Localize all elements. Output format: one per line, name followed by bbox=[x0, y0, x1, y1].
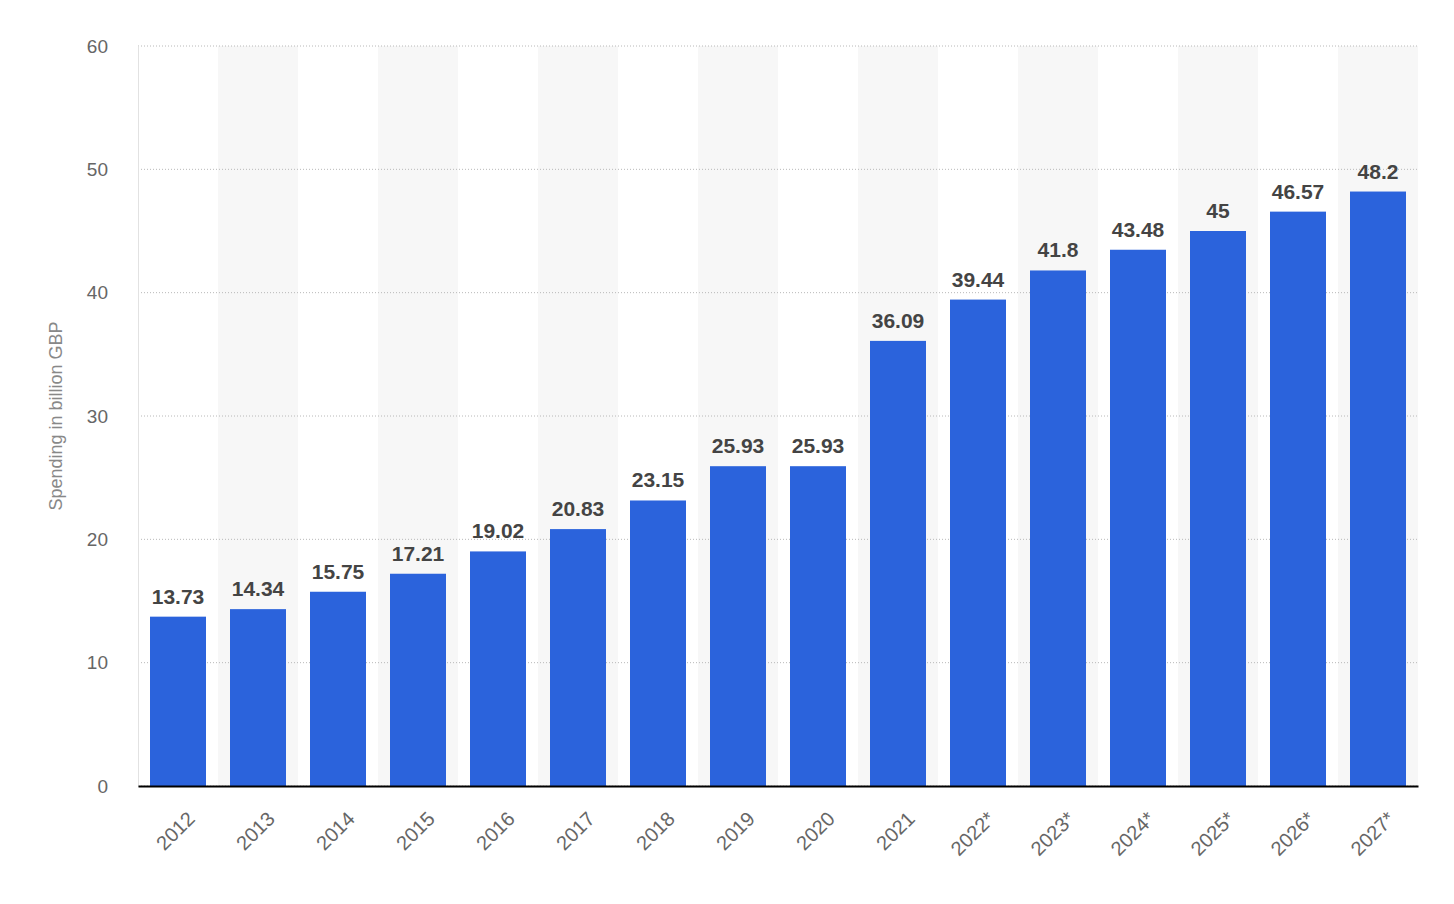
x-tick: 2014 bbox=[312, 786, 359, 854]
grid-line bbox=[138, 786, 1418, 787]
x-tick: 2017 bbox=[552, 786, 599, 854]
data-label: 15.75 bbox=[312, 560, 365, 583]
y-tick: 20 bbox=[87, 529, 138, 550]
chart-svg: 13.73 14.34 15.75 17.21 19.02 20.83 23.15 25.93… bbox=[0, 0, 1454, 904]
x-tick: 2022* bbox=[946, 786, 999, 860]
bar bbox=[1190, 231, 1246, 786]
x-tick: 2025* bbox=[1186, 786, 1239, 860]
bar bbox=[710, 466, 766, 786]
bar bbox=[550, 529, 606, 786]
data-label: 48.2 bbox=[1358, 160, 1399, 183]
x-tick: 2013 bbox=[232, 786, 279, 854]
y-tick-label: 30 bbox=[87, 406, 108, 427]
y-tick-label: 0 bbox=[97, 776, 108, 797]
column-bands bbox=[218, 46, 1418, 786]
column-band bbox=[1018, 46, 1098, 786]
x-tick-label: 2014 bbox=[312, 807, 359, 854]
y-tick: 0 bbox=[97, 776, 138, 797]
x-tick-label: 2019 bbox=[712, 807, 759, 854]
x-axis-line bbox=[139, 786, 1419, 788]
x-tick-label: 2017 bbox=[552, 807, 599, 854]
grid-line bbox=[138, 169, 1418, 170]
column-band bbox=[1338, 46, 1418, 786]
y-tick-label: 10 bbox=[87, 652, 108, 673]
data-label: 41.8 bbox=[1038, 238, 1079, 261]
x-tick: 2012 bbox=[152, 786, 199, 854]
bar bbox=[870, 341, 926, 786]
x-axis: 2012 2013 2014 2015 2016 2017 2018 2019 2020 2021… bbox=[139, 786, 1419, 860]
data-label: 36.09 bbox=[872, 309, 925, 332]
column-band bbox=[858, 46, 938, 786]
x-tick-label: 2024* bbox=[1106, 807, 1159, 860]
data-label: 23.15 bbox=[632, 468, 685, 491]
x-tick: 2027* bbox=[1346, 786, 1399, 860]
bar bbox=[1030, 270, 1086, 786]
x-tick-label: 2018 bbox=[632, 807, 679, 854]
bars bbox=[150, 192, 1406, 786]
data-label: 45 bbox=[1206, 199, 1230, 222]
plot-area: 13.73 14.34 15.75 17.21 19.02 20.83 23.15 25.93… bbox=[87, 36, 1419, 860]
x-tick-label: 2015 bbox=[392, 807, 439, 854]
data-label: 20.83 bbox=[552, 497, 605, 520]
y-tick: 50 bbox=[87, 159, 138, 180]
bar bbox=[470, 551, 526, 786]
x-tick: 2024* bbox=[1106, 786, 1159, 860]
y-tick: 10 bbox=[87, 652, 138, 673]
grid bbox=[138, 46, 1418, 786]
y-tick-label: 50 bbox=[87, 159, 108, 180]
data-label: 39.44 bbox=[952, 268, 1005, 291]
x-tick: 2021 bbox=[872, 786, 919, 854]
x-tick-label: 2022* bbox=[946, 807, 999, 860]
bar bbox=[310, 592, 366, 786]
chart-container: 13.73 14.34 15.75 17.21 19.02 20.83 23.15 25.93… bbox=[0, 0, 1454, 904]
x-tick: 2026* bbox=[1266, 786, 1319, 860]
x-tick: 2019 bbox=[712, 786, 759, 854]
bar bbox=[390, 574, 446, 786]
bar bbox=[150, 617, 206, 786]
bar bbox=[790, 466, 846, 786]
data-label: 17.21 bbox=[392, 542, 445, 565]
y-tick-label: 20 bbox=[87, 529, 108, 550]
x-tick: 2015 bbox=[392, 786, 439, 854]
data-label: 46.57 bbox=[1272, 180, 1325, 203]
bar bbox=[950, 300, 1006, 786]
x-tick-label: 2012 bbox=[152, 807, 199, 854]
data-label: 25.93 bbox=[792, 434, 845, 457]
y-tick: 60 bbox=[87, 36, 138, 57]
bar bbox=[1270, 212, 1326, 786]
y-tick: 40 bbox=[87, 282, 138, 303]
grid-line bbox=[138, 46, 1418, 47]
data-label: 13.73 bbox=[152, 585, 205, 608]
x-tick: 2023* bbox=[1026, 786, 1079, 860]
x-tick-label: 2021 bbox=[872, 807, 919, 854]
y-tick: 30 bbox=[87, 406, 138, 427]
x-tick-label: 2027* bbox=[1346, 807, 1399, 860]
y-tick-label: 60 bbox=[87, 36, 108, 57]
data-label: 25.93 bbox=[712, 434, 765, 457]
data-label: 14.34 bbox=[232, 577, 285, 600]
x-tick-label: 2023* bbox=[1026, 807, 1079, 860]
bar bbox=[1110, 250, 1166, 786]
x-tick-label: 2026* bbox=[1266, 807, 1319, 860]
y-tick-label: 40 bbox=[87, 282, 108, 303]
x-tick-label: 2016 bbox=[472, 807, 519, 854]
x-tick-label: 2020 bbox=[792, 807, 839, 854]
data-label: 19.02 bbox=[472, 519, 525, 542]
data-label: 43.48 bbox=[1112, 218, 1165, 241]
x-tick: 2016 bbox=[472, 786, 519, 854]
y-axis-title: Spending in billion GBP bbox=[46, 321, 66, 510]
bar bbox=[1350, 192, 1406, 786]
y-axis-line bbox=[138, 47, 139, 787]
x-tick-label: 2025* bbox=[1186, 807, 1239, 860]
x-tick: 2020 bbox=[792, 786, 839, 854]
column-band bbox=[1178, 46, 1258, 786]
data-labels: 13.73 14.34 15.75 17.21 19.02 20.83 23.15 25.93… bbox=[152, 160, 1399, 608]
x-tick-label: 2013 bbox=[232, 807, 279, 854]
y-axis: 0 10 20 30 40 50 60 bbox=[87, 36, 139, 797]
bar bbox=[630, 500, 686, 786]
x-tick: 2018 bbox=[632, 786, 679, 854]
bar bbox=[230, 609, 286, 786]
